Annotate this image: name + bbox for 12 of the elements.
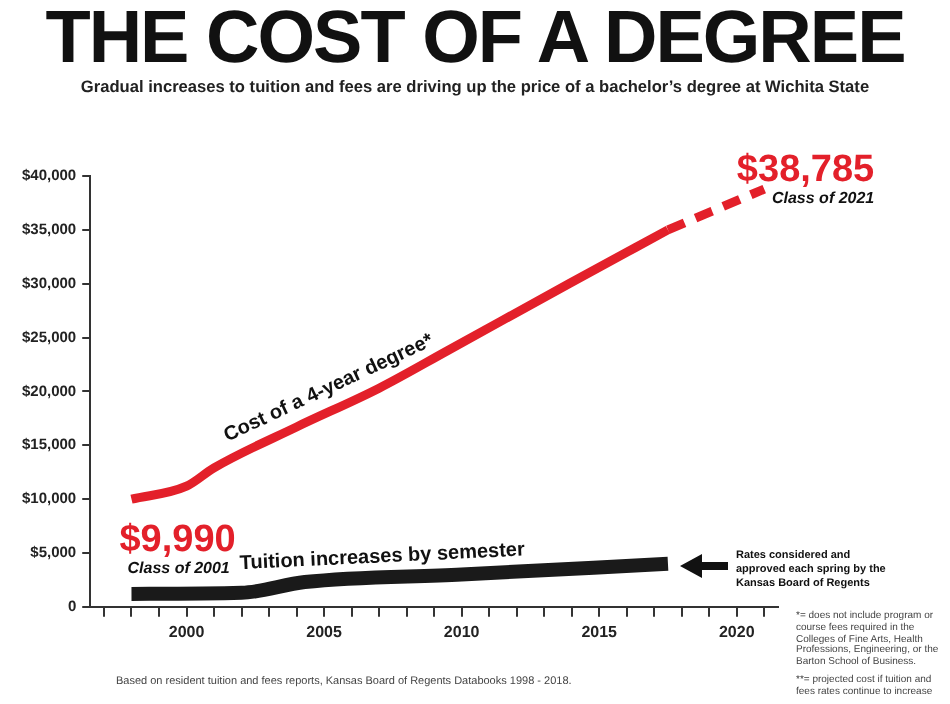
x-tick-label: 2015 (581, 622, 619, 641)
annotation: Class of 2021 (771, 189, 876, 208)
annotation: $9,990 (119, 519, 236, 562)
series-label: Tuition increases by semester (239, 539, 526, 576)
x-tick-label: 2005 (306, 622, 343, 641)
chart-subtitle: Gradual increases to tuition and fees are driving up the price of a bachelor’s degree at Wichita State (78, 76, 872, 96)
chart-title: THE COST OF A DEGREE (43, 0, 907, 80)
x-tick-label: 2020 (718, 622, 756, 641)
x-tick-label: 2000 (168, 622, 206, 641)
annotation: $38,785 (736, 149, 876, 192)
x-tick-label: 2010 (443, 622, 481, 641)
annotation: Class of 2001 (127, 559, 231, 578)
